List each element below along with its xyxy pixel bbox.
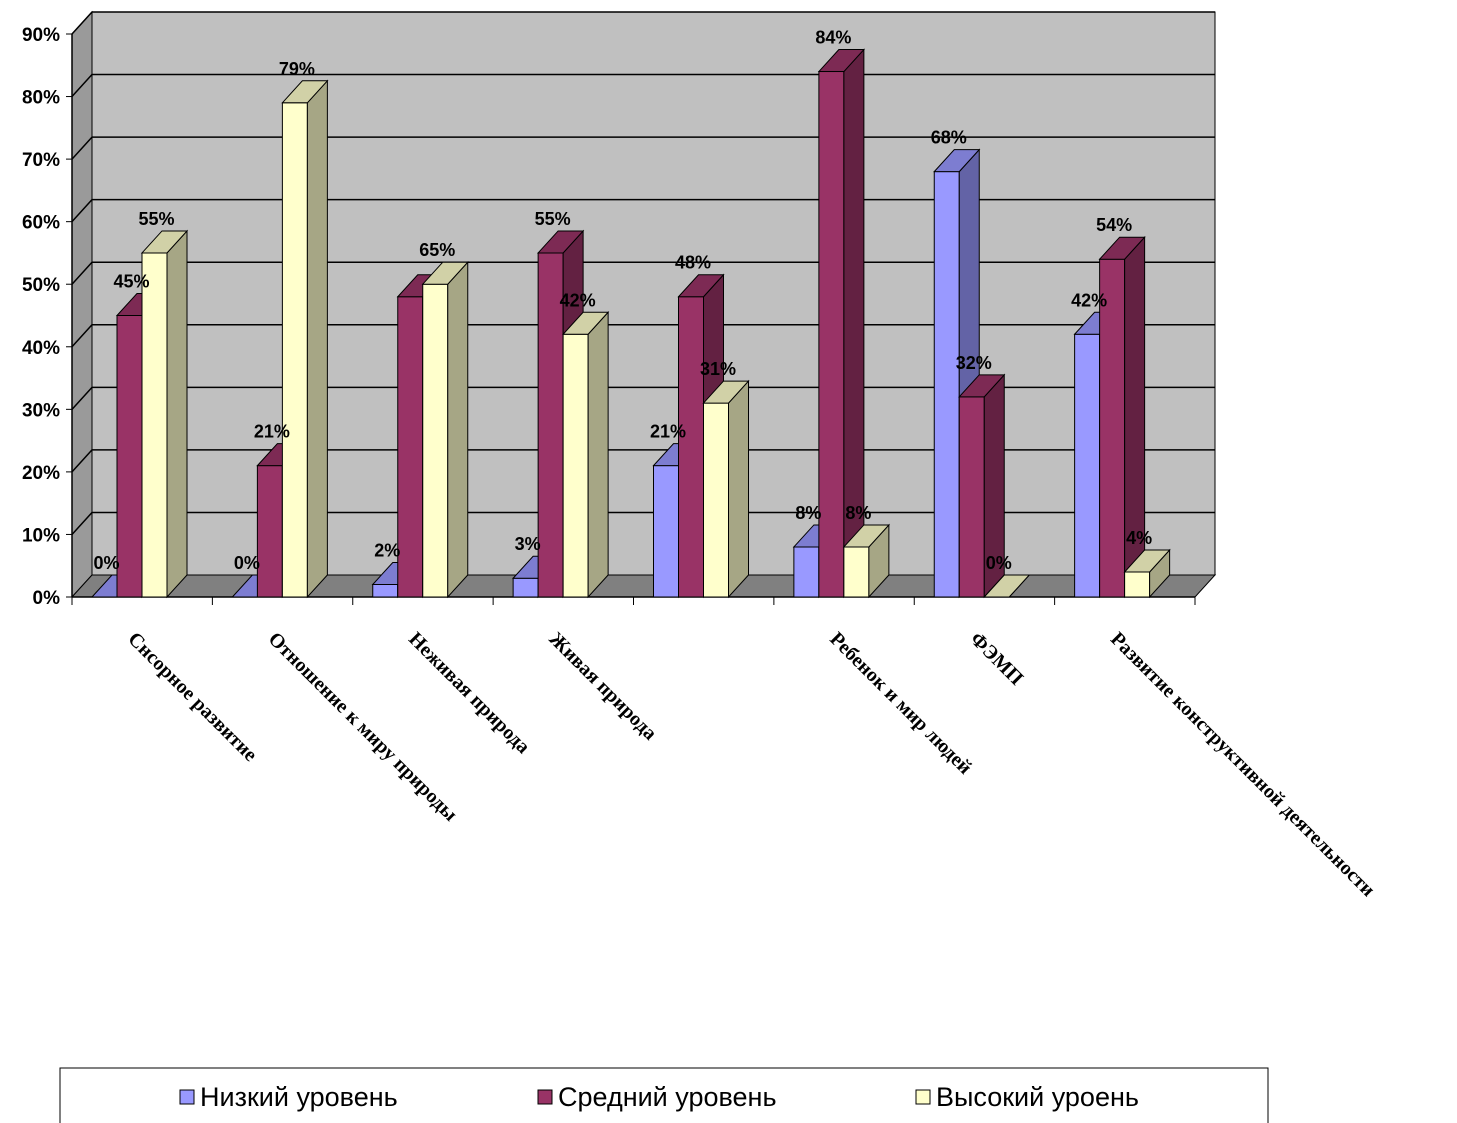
bar-front: [537, 252, 564, 598]
data-label: 2%: [374, 540, 400, 560]
bar-front: [653, 465, 679, 598]
legend: Низкий уровень Средний уровень Высокий уро…: [59, 1067, 1269, 1123]
data-label: 55%: [535, 209, 571, 229]
data-label: 3%: [515, 534, 541, 554]
bar-front: [116, 315, 143, 598]
bar-front: [422, 283, 449, 598]
bar-top: [817, 49, 866, 73]
data-label: 4%: [1126, 528, 1152, 548]
bar-top: [561, 311, 610, 335]
category-label: ФЭМП: [966, 628, 1028, 690]
bar-front: [958, 396, 985, 598]
bar-top: [421, 261, 469, 285]
bar-front: [933, 171, 960, 598]
y-tick-label: 10%: [22, 525, 60, 546]
data-label: 84%: [815, 28, 851, 48]
data-label: 31%: [700, 359, 736, 379]
data-label: 55%: [138, 209, 174, 229]
data-label: 45%: [113, 272, 149, 292]
bar-side: [306, 79, 328, 599]
legend-swatch: [179, 1089, 195, 1105]
bar-front: [678, 296, 704, 598]
bar-front: [818, 71, 845, 598]
bar-front: [843, 546, 870, 598]
bar-side: [587, 310, 609, 599]
y-tick-label: 50%: [22, 275, 60, 296]
y-tick-label: 90%: [22, 25, 60, 46]
legend-swatch: [915, 1089, 931, 1105]
legend-label: Низкий уровень: [200, 1082, 398, 1112]
data-label: 21%: [650, 422, 686, 442]
data-label: 32%: [956, 353, 992, 373]
legend-label: Высокий уроень: [936, 1082, 1139, 1112]
category-label: Живая природа: [545, 628, 662, 745]
data-label: 68%: [931, 128, 967, 148]
y-tick-label: 80%: [22, 88, 60, 109]
bar-top: [281, 80, 329, 104]
bar-front: [793, 546, 820, 598]
category-label: Снсорное развитие: [123, 628, 261, 766]
y-axis-ticks: 0% 10% 20% 30% 40% 50% 60% 70% 80% 90%: [22, 25, 60, 609]
bar-top: [536, 230, 585, 254]
y-tick-label: 20%: [22, 463, 60, 484]
data-label: 42%: [1071, 290, 1107, 310]
bar-top: [983, 574, 1031, 598]
data-label: 8%: [845, 503, 871, 523]
bar-top: [677, 274, 725, 298]
data-label: 79%: [279, 59, 315, 79]
bar-side: [447, 260, 469, 599]
y-tick-label: 40%: [22, 338, 60, 359]
bar-front: [512, 577, 539, 598]
bar-side: [166, 229, 188, 599]
data-label: 65%: [419, 240, 455, 260]
data-label: 0%: [986, 553, 1012, 573]
data-label: 54%: [1096, 215, 1132, 235]
bar-front: [562, 333, 589, 598]
bar-front: [256, 465, 283, 598]
bar-top: [842, 524, 891, 548]
category-label: Неживая природа: [404, 628, 534, 758]
data-label: 21%: [254, 422, 290, 442]
bar-top: [1098, 236, 1146, 260]
category-labels: Снсорное развитие Отношение к миру природ…: [123, 628, 1379, 901]
bar-top: [1123, 549, 1171, 573]
legend-swatch: [537, 1089, 553, 1105]
data-label: 42%: [560, 290, 596, 310]
data-labels: 0% 45% 55% 0% 21% 79% 2% 65% 3% 55% 42% 21% 48% 31% 8%…: [93, 28, 1152, 573]
bar-front: [281, 102, 308, 598]
gridline: [71, 11, 1215, 35]
legend-box: [59, 1067, 1269, 1123]
y-tick-label: 70%: [22, 150, 60, 171]
legend-label: Средний уровень: [558, 1082, 777, 1112]
y-tick-label: 60%: [22, 213, 60, 234]
bar-front: [703, 402, 729, 598]
y-tick-label: 0%: [33, 588, 61, 609]
data-label: 48%: [675, 253, 711, 273]
y-tick-label: 30%: [22, 400, 60, 421]
bar-front: [141, 252, 168, 598]
category-label: Ребенок и мир людей: [825, 628, 976, 779]
data-label: 0%: [93, 553, 119, 573]
chart-walls: [70, 10, 1217, 599]
bar-top: [702, 380, 750, 404]
side-wall: [71, 10, 93, 599]
bar-front: [397, 296, 424, 598]
bar-top: [933, 149, 981, 173]
bar-top: [958, 374, 1006, 398]
bar-front: [1074, 333, 1101, 598]
bar-front: [1124, 571, 1151, 598]
bar-top: [140, 230, 189, 254]
data-label: 8%: [795, 503, 821, 523]
data-label: 0%: [234, 553, 260, 573]
chart-bars: [90, 48, 1171, 599]
bar-front: [372, 583, 399, 598]
category-label: Развитие конструктивной деятельности: [1106, 628, 1379, 901]
bar-side: [728, 379, 749, 599]
